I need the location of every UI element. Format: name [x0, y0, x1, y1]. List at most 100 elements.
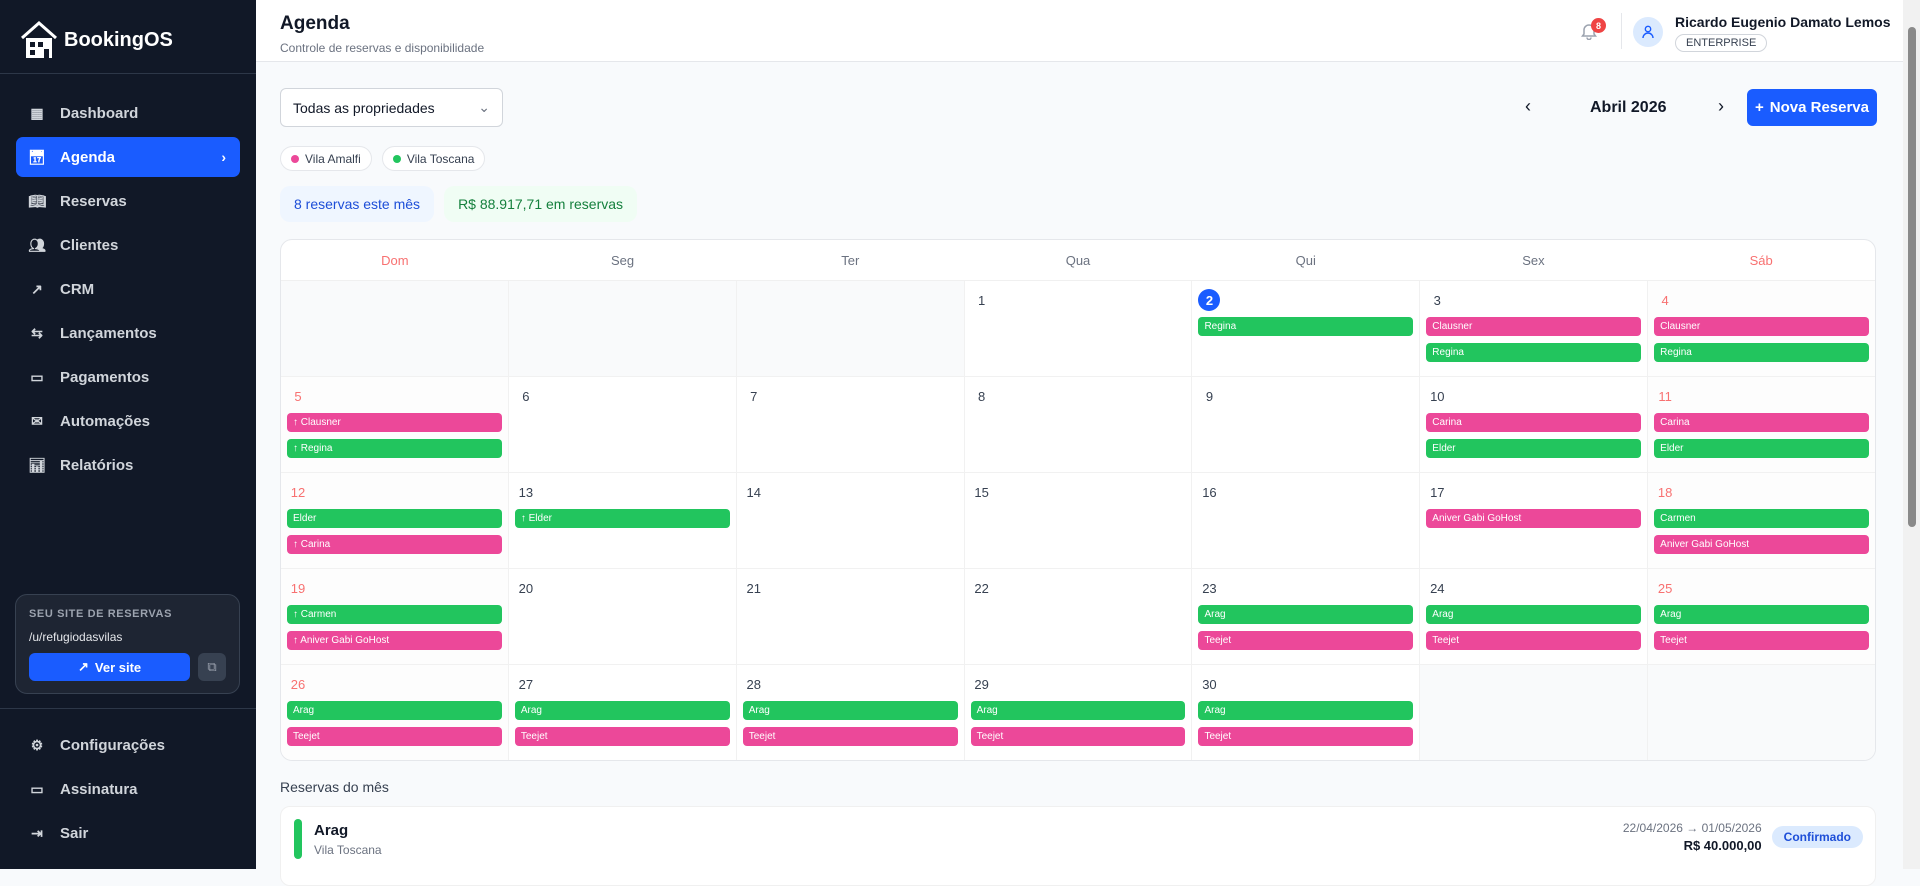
- reservation-event[interactable]: Elder: [1654, 439, 1870, 458]
- calendar-day[interactable]: 13 ↑ Elder: [509, 473, 737, 568]
- reservation-event[interactable]: Arag: [970, 701, 1186, 720]
- reservation-event[interactable]: Teejet: [514, 727, 730, 746]
- reservation-event[interactable]: Arag: [1654, 605, 1870, 624]
- sidebar-item-clientes[interactable]: 👥︎ Clientes: [16, 225, 240, 265]
- property-name: Vila Toscana: [406, 151, 475, 166]
- calendar-day[interactable]: 4 Clausner Regina: [1648, 281, 1875, 376]
- calendar-day[interactable]: 20: [509, 569, 737, 664]
- scrollbar-thumb[interactable]: [1908, 27, 1916, 527]
- reservation-event[interactable]: Aniver Gabi GoHost: [1426, 509, 1642, 528]
- reservation-event[interactable]: Teejet: [1426, 631, 1642, 650]
- calendar-day[interactable]: 23 Arag Teejet: [1192, 569, 1421, 664]
- sidebar-item-sair[interactable]: ⇥ Sair: [16, 813, 240, 853]
- reservation-event[interactable]: Arag: [1198, 605, 1414, 624]
- calendar-day[interactable]: 9: [1192, 377, 1421, 472]
- calendar-day[interactable]: 2 Regina: [1192, 281, 1421, 376]
- new-reservation-button[interactable]: + Nova Reserva: [1747, 89, 1877, 126]
- sidebar-item-agenda[interactable]: 📅︎ Agenda ›: [16, 137, 240, 177]
- calendar-day[interactable]: 24 Arag Teejet: [1420, 569, 1649, 664]
- calendar-day[interactable]: 17 Aniver Gabi GoHost: [1420, 473, 1649, 568]
- property-name: Vila Amalfi: [305, 151, 361, 166]
- reservation-event[interactable]: Regina: [1654, 343, 1870, 362]
- reservation-card[interactable]: Arag Vila Toscana 22/04/2026 → 01/05/202…: [280, 806, 1876, 886]
- calendar-day[interactable]: 26 Arag Teejet: [281, 665, 509, 760]
- reservation-event[interactable]: Teejet: [1198, 727, 1414, 746]
- sidebar-item-dashboard[interactable]: ▦ Dashboard: [16, 93, 240, 133]
- property-select[interactable]: Todas as propriedades ⌄: [280, 88, 503, 127]
- property-legend-chip[interactable]: Vila Amalfi: [280, 146, 372, 171]
- reservation-event[interactable]: Aniver Gabi GoHost: [1654, 535, 1870, 554]
- calendar-day[interactable]: 30 Arag Teejet: [1192, 665, 1421, 760]
- sidebar-item-lancamentos[interactable]: ⇆ Lançamentos: [16, 313, 240, 353]
- divider: [1621, 13, 1622, 49]
- reservation-event[interactable]: Clausner: [1426, 317, 1642, 336]
- calendar-day[interactable]: 12 Elder ↑ Carina: [281, 473, 509, 568]
- user-name[interactable]: Ricardo Eugenio Damato Lemos: [1675, 14, 1891, 30]
- reservation-event[interactable]: Arag: [742, 701, 958, 720]
- sidebar-item-assinatura[interactable]: ▭ Assinatura: [16, 769, 240, 809]
- reservation-event[interactable]: Carina: [1654, 413, 1870, 432]
- avatar[interactable]: [1633, 17, 1663, 47]
- sidebar-item-label: Pagamentos: [60, 368, 150, 386]
- calendar-day[interactable]: 8: [965, 377, 1193, 472]
- reservation-event[interactable]: Carmen: [1654, 509, 1870, 528]
- reservation-event[interactable]: Arag: [287, 701, 502, 720]
- reservation-event[interactable]: ↑ Regina: [287, 439, 502, 458]
- reservation-event[interactable]: Clausner: [1654, 317, 1870, 336]
- sidebar-item-automacoes[interactable]: ✉ Automações: [16, 401, 240, 441]
- reservation-event[interactable]: Teejet: [287, 727, 502, 746]
- calendar-day[interactable]: 19 ↑ Carmen ↑ Aniver Gabi GoHost: [281, 569, 509, 664]
- sidebar-item-label: Clientes: [60, 236, 119, 254]
- view-site-button[interactable]: ↗ Ver site: [29, 653, 191, 681]
- copy-url-button[interactable]: ⧉: [198, 653, 226, 681]
- reservation-event[interactable]: ↑ Aniver Gabi GoHost: [287, 631, 502, 650]
- calendar-day[interactable]: 6: [509, 377, 737, 472]
- reservation-event[interactable]: Arag: [1426, 605, 1642, 624]
- property-legend-chip[interactable]: Vila Toscana: [381, 146, 486, 171]
- reservation-event[interactable]: Elder: [287, 509, 502, 528]
- reservation-event[interactable]: ↑ Clausner: [287, 413, 502, 432]
- reservation-event[interactable]: Teejet: [970, 727, 1186, 746]
- calendar-day[interactable]: 10 Carina Elder: [1420, 377, 1649, 472]
- reservation-event[interactable]: ↑ Elder: [514, 509, 730, 528]
- calendar-day[interactable]: 16: [1192, 473, 1421, 568]
- sidebar-item-relatorios[interactable]: 📊︎ Relatórios: [16, 445, 240, 485]
- reservation-event[interactable]: Elder: [1426, 439, 1642, 458]
- reservation-event[interactable]: Regina: [1198, 317, 1414, 336]
- reservation-event[interactable]: Arag: [514, 701, 730, 720]
- sidebar-item-crm[interactable]: ↗ CRM: [16, 269, 240, 309]
- next-month-button[interactable]: ›: [1718, 96, 1724, 116]
- calendar-day[interactable]: 27 Arag Teejet: [509, 665, 737, 760]
- reservation-event[interactable]: ↑ Carmen: [287, 605, 502, 624]
- calendar-day[interactable]: 22: [965, 569, 1193, 664]
- calendar-day[interactable]: 11 Carina Elder: [1648, 377, 1875, 472]
- reservation-event[interactable]: ↑ Carina: [287, 535, 502, 554]
- calendar-day[interactable]: 29 Arag Teejet: [965, 665, 1193, 760]
- reservation-event[interactable]: Teejet: [1198, 631, 1414, 650]
- calendar-week: 1 2 Regina 3 Clausner Regina 4 Clausner Regina: [281, 281, 1875, 377]
- sidebar-item-configuracoes[interactable]: ⚙ Configurações: [16, 725, 240, 765]
- calendar-day[interactable]: 5 ↑ Clausner ↑ Regina: [281, 377, 509, 472]
- sidebar-item-pagamentos[interactable]: ▭ Pagamentos: [16, 357, 240, 397]
- calendar-day[interactable]: 28 Arag Teejet: [737, 665, 965, 760]
- prev-month-button[interactable]: ‹: [1525, 96, 1531, 116]
- card-icon: ▭: [30, 780, 44, 797]
- reservation-event[interactable]: Carina: [1426, 413, 1642, 432]
- calendar-day[interactable]: 14: [737, 473, 965, 568]
- reservation-event[interactable]: Teejet: [742, 727, 958, 746]
- stats-row: 8 reservas este mês R$ 88.917,71 em rese…: [280, 186, 638, 222]
- reservation-event[interactable]: Regina: [1426, 343, 1642, 362]
- calendar-day[interactable]: 3 Clausner Regina: [1420, 281, 1649, 376]
- property-legend: Vila Amalfi Vila Toscana: [280, 146, 486, 171]
- calendar-day[interactable]: 21: [737, 569, 965, 664]
- calendar-day[interactable]: 18 Carmen Aniver Gabi GoHost: [1648, 473, 1875, 568]
- calendar-day[interactable]: 15: [965, 473, 1193, 568]
- calendar-day[interactable]: 25 Arag Teejet: [1648, 569, 1875, 664]
- calendar-day[interactable]: 1: [965, 281, 1193, 376]
- sidebar-item-reservas[interactable]: 📖︎ Reservas: [16, 181, 240, 221]
- scrollbar[interactable]: [1903, 0, 1920, 869]
- brand-logo[interactable]: BookingOS: [20, 20, 173, 60]
- calendar-day[interactable]: 7: [737, 377, 965, 472]
- reservation-event[interactable]: Arag: [1198, 701, 1414, 720]
- reservation-event[interactable]: Teejet: [1654, 631, 1870, 650]
